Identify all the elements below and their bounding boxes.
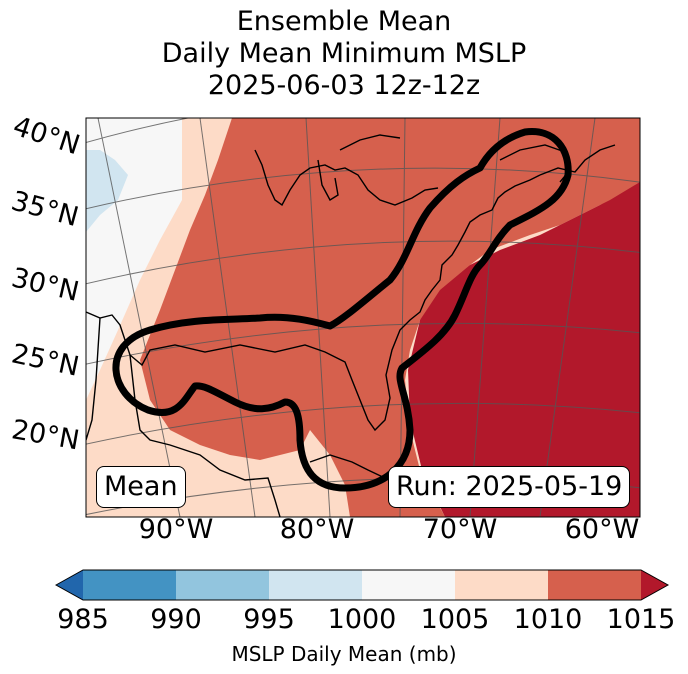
colorbar-tick-1000: 1000 (327, 604, 397, 635)
map-area (86, 118, 640, 517)
lon-label-60w: 60°W (564, 514, 640, 545)
colorbar-title: MSLP Daily Mean (mb) (231, 642, 457, 666)
mexico-coastline (129, 354, 281, 517)
colorbar-extend-low (56, 570, 83, 600)
great-lakes-outline (254, 149, 439, 207)
lon-label-70w: 70°W (422, 514, 498, 545)
lake-michigan (317, 159, 339, 201)
graticule-lon-60 (539, 118, 596, 517)
graticule-lon-65 (469, 118, 501, 517)
field-1015-plus (408, 182, 640, 517)
colorbar-tick-990: 990 (150, 604, 202, 635)
us-coastline (86, 174, 541, 432)
graticule-lon-95 (97, 118, 181, 517)
lake-superior (339, 134, 401, 151)
colorbar-outline (54, 569, 670, 601)
graticule-lon-75a (305, 118, 331, 517)
graticule-lat-20 (86, 402, 640, 445)
colorbar-segment-1005 (455, 570, 548, 600)
western-gulf-coast (86, 317, 101, 441)
colorbar-segment-990 (176, 570, 269, 600)
colorbar-segment-995 (269, 570, 362, 600)
colorbar-tick-1005: 1005 (420, 604, 490, 635)
map-frame (85, 117, 641, 518)
run-date-box: Run: 2025-05-19 (388, 466, 631, 508)
colorbar-extend-high (641, 570, 668, 600)
nova-scotia (539, 144, 616, 176)
title-line-3: 2025-06-03 12z-12z (207, 70, 481, 101)
graticule-lat-35 (86, 167, 640, 210)
colorbar-tick-995: 995 (243, 604, 295, 635)
colorbar-segment-985 (83, 570, 176, 600)
field-1010-1015 (140, 118, 640, 517)
colorbar-segment-1010 (548, 570, 641, 600)
field-995-1000 (86, 150, 128, 232)
title-line-1: Ensemble Mean (236, 6, 452, 37)
colorbar-segment-1000 (362, 570, 455, 600)
title-line-2: Daily Mean Minimum MSLP (161, 38, 527, 69)
lon-label-90w: 90°W (138, 514, 214, 545)
lon-label-80w: 80°W (279, 514, 355, 545)
colorbar-tick-1015: 1015 (606, 604, 676, 635)
graticule-lat-25 (86, 322, 640, 365)
graticule-lon-70 (399, 118, 406, 517)
mean-label-box: Mean (96, 466, 186, 508)
mslp-contour (112, 128, 572, 492)
graticule-lat-40 (86, 118, 191, 143)
colorbar (54, 569, 670, 601)
colorbar-tick-1010: 1010 (513, 604, 583, 635)
graticule-lat-30 (86, 240, 640, 285)
colorbar-tick-985: 985 (57, 604, 109, 635)
